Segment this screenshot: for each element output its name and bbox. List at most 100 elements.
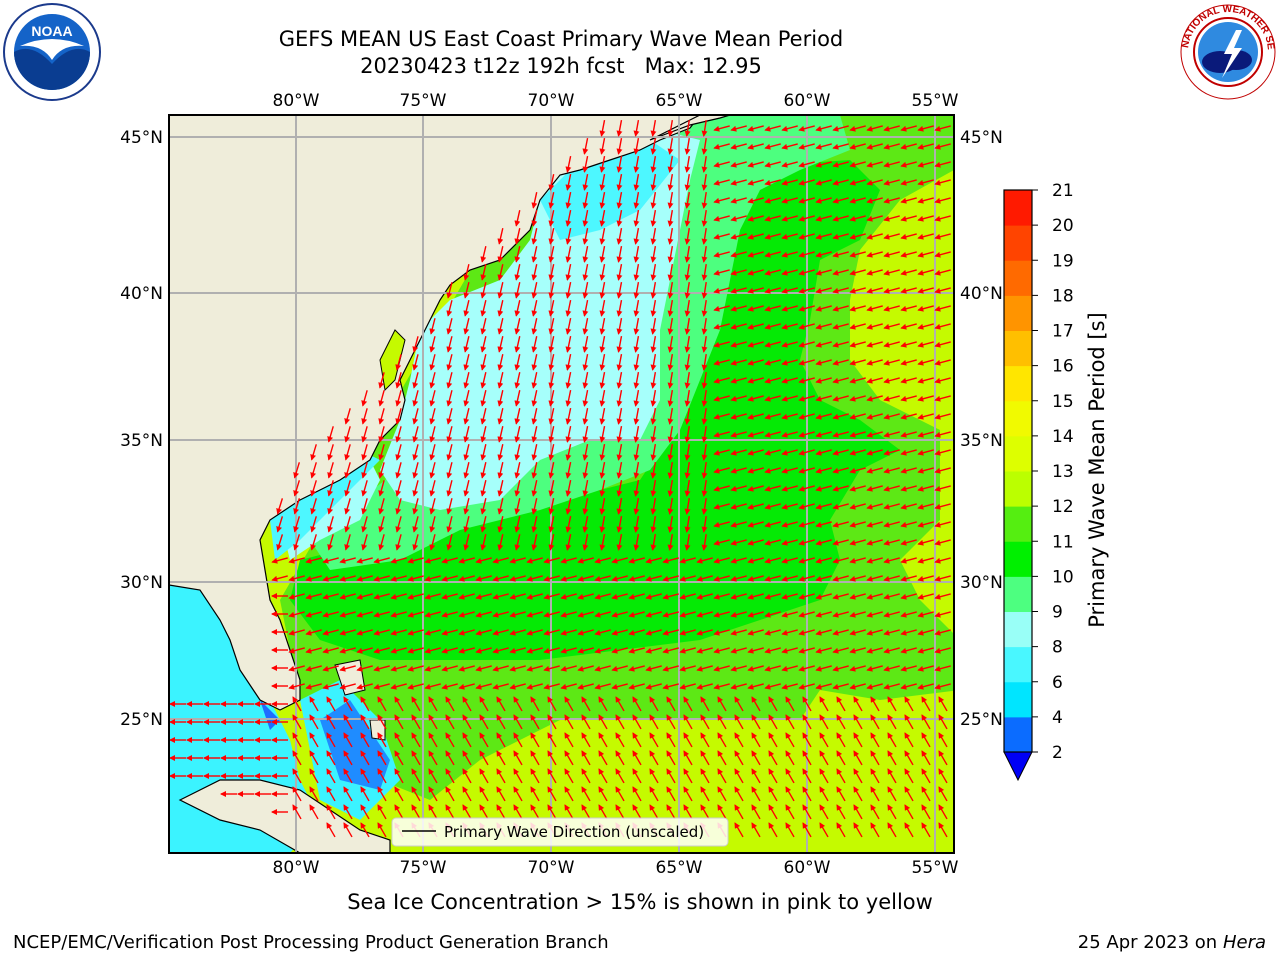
wave-arrow (798, 359, 815, 366)
wave-arrow (713, 287, 730, 294)
wave-arrow (747, 143, 764, 150)
wave-arrow (798, 377, 815, 384)
wave-arrow (616, 516, 623, 533)
wave-arrow (276, 498, 284, 515)
wave-arrow (531, 390, 538, 407)
svg-text:Primary Wave Direction (unscal: Primary Wave Direction (unscaled) (444, 823, 704, 841)
wave-arrow (849, 539, 866, 546)
wave-arrow (463, 444, 470, 461)
wave-arrow (412, 534, 419, 551)
wave-arrow (611, 611, 628, 618)
wave-arrow (764, 395, 781, 402)
wave-arrow (900, 323, 917, 330)
lat-label: 35°N (120, 431, 163, 451)
wave-arrow (497, 408, 504, 425)
lat-labels-left: 45°N 40°N 35°N 30°N 25°N (120, 128, 163, 730)
wave-arrow (531, 534, 538, 551)
wave-arrow (305, 611, 322, 618)
wave-arrow (616, 534, 623, 551)
wave-arrow (599, 534, 606, 551)
lon-label: 55°W (912, 858, 959, 878)
wave-arrow (633, 300, 640, 317)
wave-arrow (764, 557, 781, 564)
wave-arrow (849, 431, 866, 438)
wave-arrow (701, 227, 708, 245)
wave-arrow (701, 119, 708, 137)
wave-arrow (565, 300, 572, 317)
wave-arrow (616, 300, 623, 317)
wave-arrow (633, 426, 640, 443)
wave-arrow (548, 534, 555, 551)
wave-arrow (463, 372, 470, 389)
wave-arrow (900, 233, 917, 240)
lon-label: 75°W (400, 91, 447, 111)
wave-arrow (599, 282, 606, 299)
wave-arrow (582, 210, 589, 227)
wave-arrow (934, 341, 951, 348)
wave-arrow (934, 179, 951, 186)
wave-arrow (514, 426, 521, 443)
wave-arrow (582, 156, 589, 173)
wave-arrow (764, 161, 781, 168)
wave-arrow (701, 443, 708, 461)
wave-arrow (684, 479, 691, 497)
wave-arrow (650, 497, 657, 515)
wave-arrow (832, 485, 849, 492)
colorbar-tick-label: 13 (1052, 462, 1074, 482)
wave-arrow (934, 143, 951, 150)
wave-arrow (900, 593, 917, 600)
wave-arrow (701, 497, 708, 515)
wave-arrow (633, 192, 640, 209)
wave-arrow (599, 210, 606, 227)
wave-arrow (684, 461, 691, 479)
wave-arrow (463, 480, 470, 497)
wave-arrow (412, 354, 419, 371)
wave-arrow (730, 377, 747, 384)
wave-arrow (713, 449, 730, 456)
lat-label: 45°N (960, 128, 1003, 148)
wave-arrow (361, 534, 368, 551)
wave-arrow (531, 498, 538, 515)
wave-arrow (832, 341, 849, 348)
wave-arrow (747, 485, 764, 492)
wave-arrow (565, 534, 572, 551)
wave-arrow (322, 557, 339, 564)
wave-arrow (327, 462, 334, 479)
wave-arrow (616, 246, 623, 263)
wave-arrow (730, 287, 747, 294)
wave-arrow (514, 282, 521, 299)
wave-arrow (701, 209, 708, 227)
wave-arrow (650, 299, 657, 317)
wave-arrow (747, 323, 764, 330)
wave-arrow (599, 156, 606, 173)
wave-arrow (781, 539, 798, 546)
wave-arrow (730, 485, 747, 492)
wave-arrow (815, 377, 832, 384)
wave-arrow (548, 336, 555, 353)
wave-arrow (730, 305, 747, 312)
wave-arrow (293, 498, 301, 515)
wave-arrow (463, 498, 470, 515)
wave-arrow (713, 467, 730, 474)
wave-arrow (883, 269, 900, 276)
wave-arrow (900, 287, 917, 294)
wave-arrow (650, 155, 657, 173)
wave-arrow (684, 497, 691, 515)
wave-arrow (866, 341, 883, 348)
wave-arrow (866, 287, 883, 294)
wave-arrow (582, 426, 589, 443)
wave-arrow (599, 336, 606, 353)
wave-arrow (667, 371, 674, 389)
wave-arrow (747, 125, 764, 132)
wave-arrow (628, 575, 645, 582)
wave-arrow (633, 264, 640, 281)
wave-arrow (407, 557, 424, 564)
wave-arrow (934, 521, 951, 528)
wave-arrow (650, 371, 657, 389)
wave-arrow (883, 485, 900, 492)
wave-arrow (849, 323, 866, 330)
wave-arrow (548, 264, 555, 281)
wave-arrow (832, 197, 849, 204)
wave-arrow (866, 593, 883, 600)
wave-arrow (543, 575, 560, 582)
